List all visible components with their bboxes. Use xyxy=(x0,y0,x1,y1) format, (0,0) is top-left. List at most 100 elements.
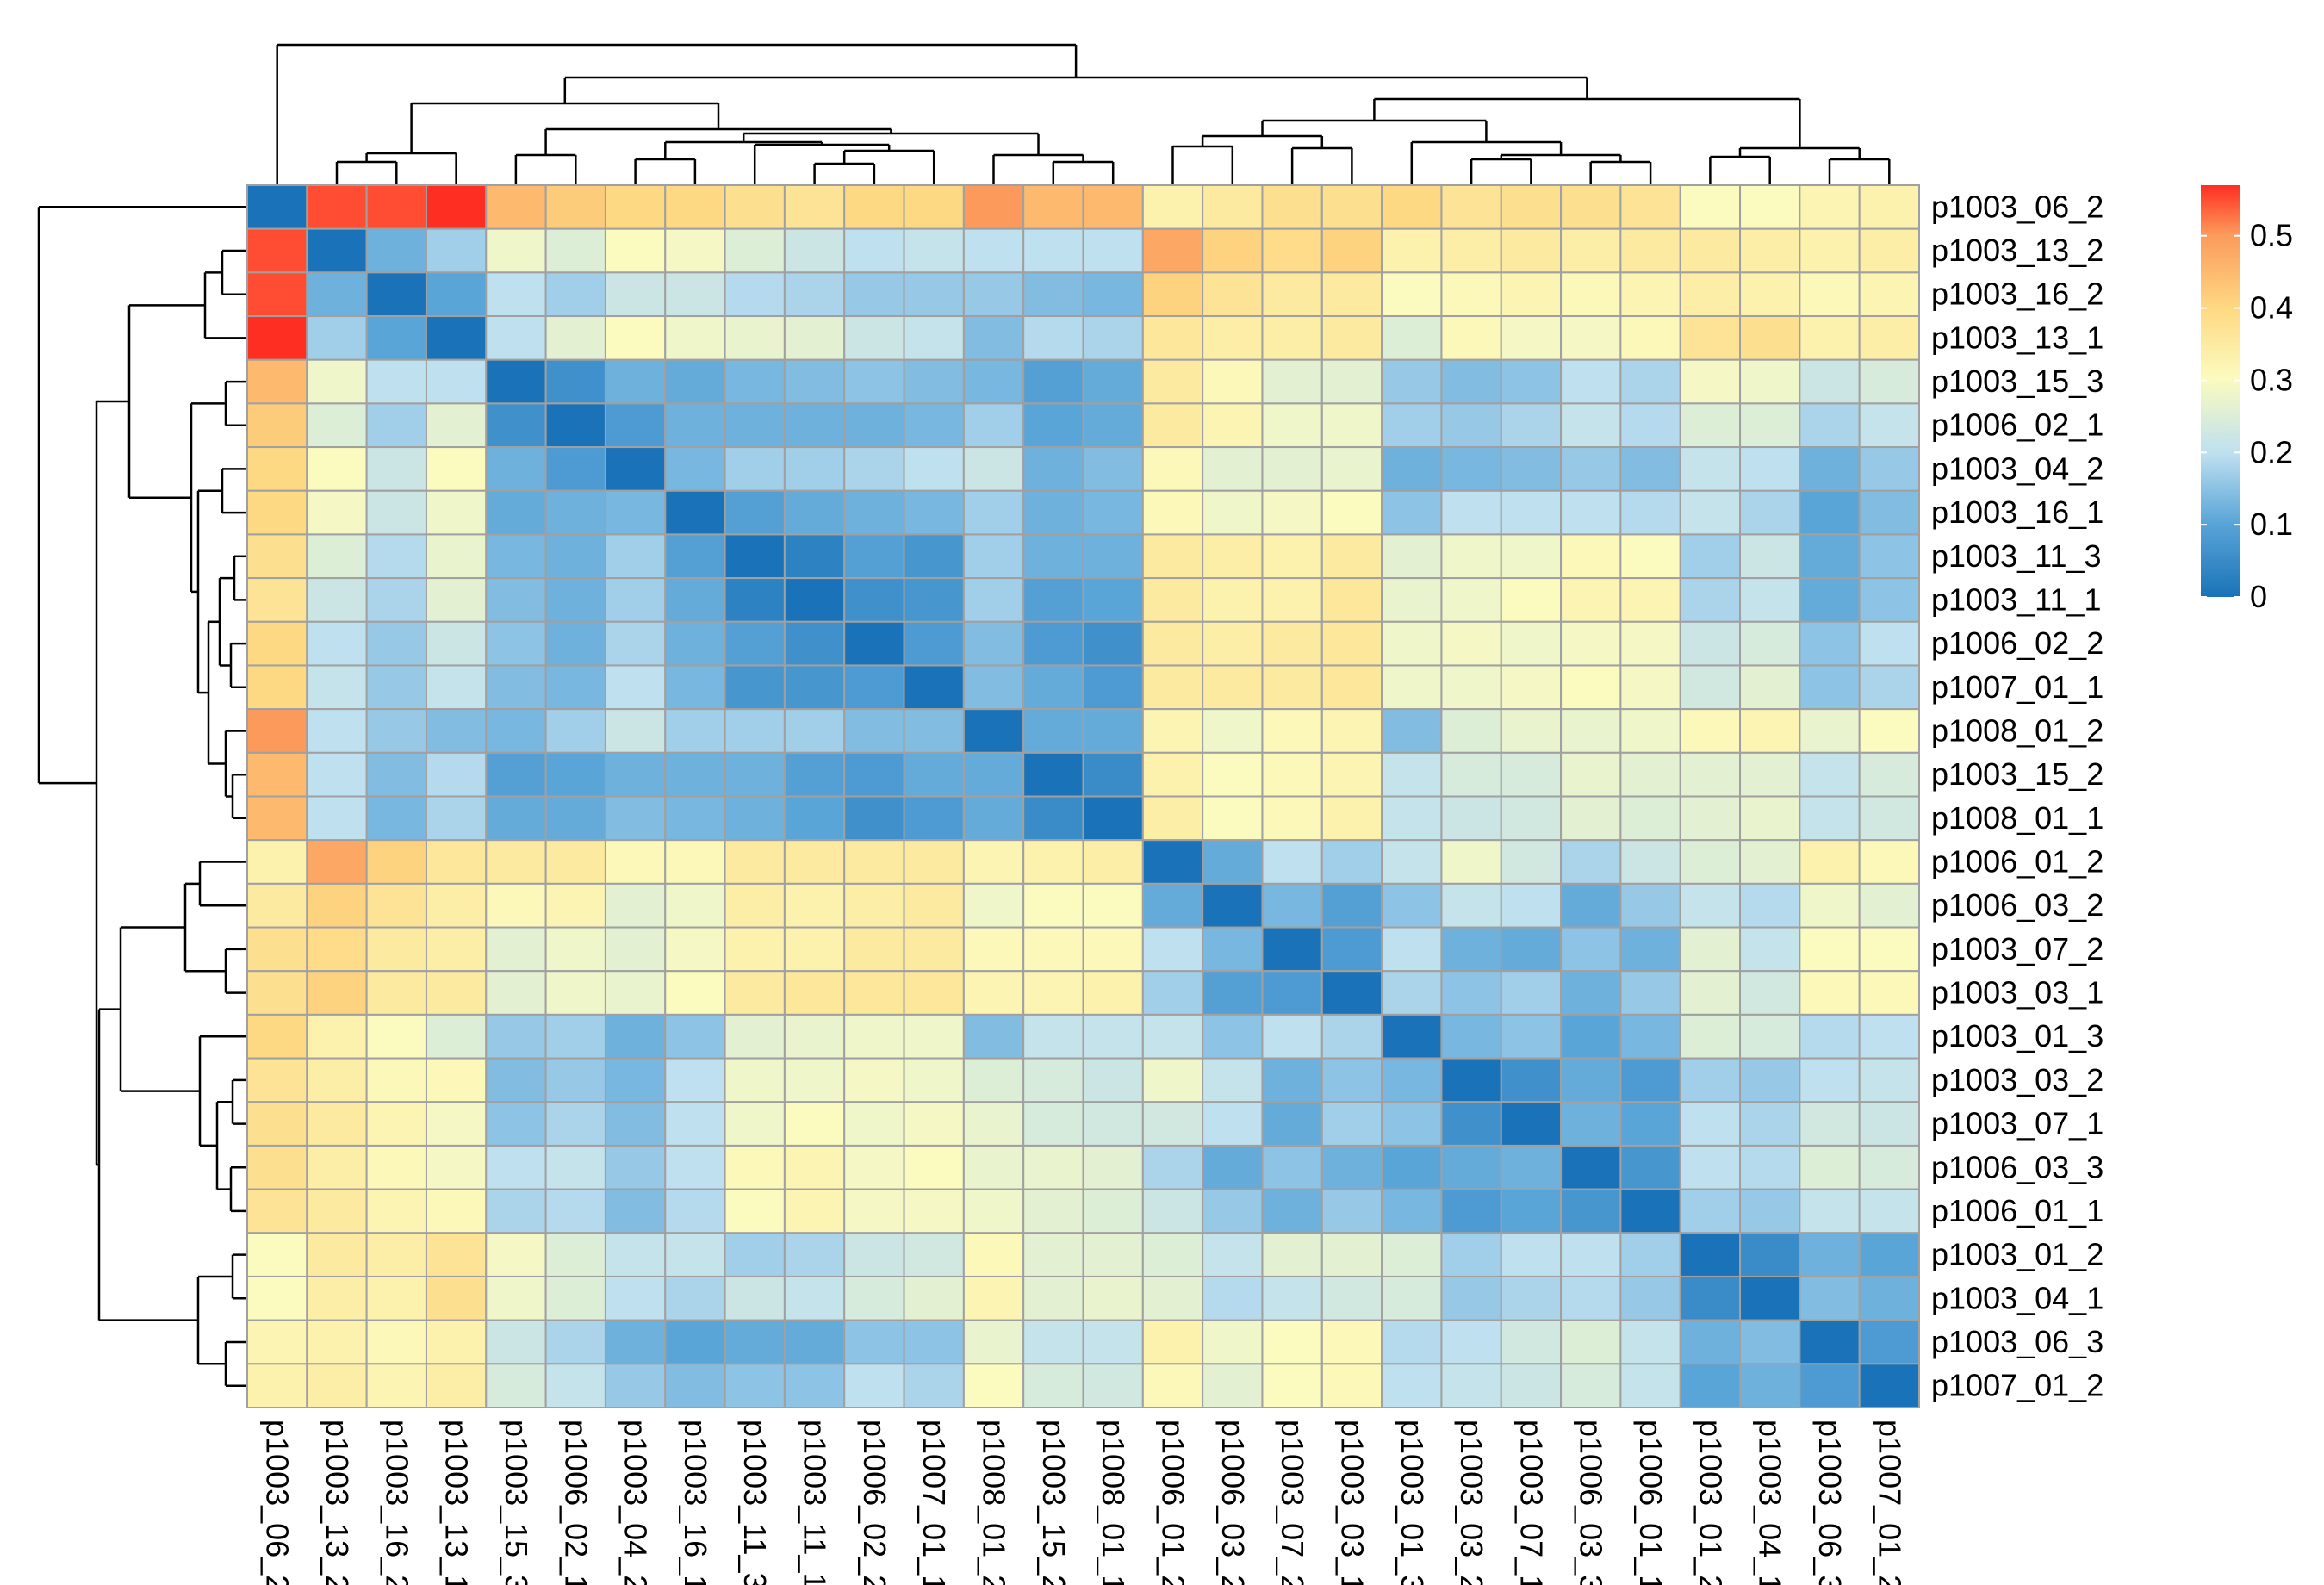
heatmap-cell xyxy=(1500,1363,1563,1408)
heatmap-cell xyxy=(425,839,488,885)
row-dendrogram xyxy=(37,206,247,1387)
heatmap-cell xyxy=(1679,1057,1742,1103)
heatmap-cell xyxy=(246,795,308,842)
heatmap-cell xyxy=(1679,227,1742,274)
heatmap-cell xyxy=(1440,970,1502,1016)
heatmap-cell xyxy=(664,882,726,929)
heatmap-cell xyxy=(485,1275,547,1321)
heatmap-cell xyxy=(306,315,368,361)
heatmap-cell xyxy=(365,402,427,449)
heatmap-cell xyxy=(1202,795,1264,842)
heatmap-cell xyxy=(1858,839,1920,885)
heatmap-cell xyxy=(1022,970,1084,1016)
heatmap-cell xyxy=(1619,315,1681,361)
heatmap-cell xyxy=(1141,882,1204,929)
heatmap-cell xyxy=(903,1232,965,1277)
heatmap-cell xyxy=(1082,271,1144,318)
heatmap-cell xyxy=(1858,358,1920,405)
heatmap-cell xyxy=(1381,708,1443,754)
heatmap-cell xyxy=(664,577,726,623)
column-label: p1003_04_1 xyxy=(1753,1420,1788,1585)
heatmap-cell xyxy=(843,1363,905,1408)
heatmap-cell xyxy=(1261,839,1323,885)
heatmap-cell xyxy=(724,446,786,492)
heatmap-cell xyxy=(1679,358,1742,405)
legend-tick-label: 0.1 xyxy=(2250,507,2293,542)
heatmap-cell xyxy=(783,315,846,361)
heatmap-cell xyxy=(1679,1363,1742,1408)
heatmap-cell xyxy=(724,271,786,318)
column-label: p1006_02_1 xyxy=(558,1420,593,1585)
column-label: p1003_04_2 xyxy=(618,1420,654,1585)
heatmap-cell xyxy=(1679,926,1742,973)
heatmap-cell xyxy=(1799,708,1861,754)
heatmap-cell xyxy=(1500,926,1563,973)
heatmap-cell xyxy=(664,227,726,274)
heatmap-cell xyxy=(246,926,308,973)
heatmap-cell xyxy=(246,577,308,623)
heatmap-cell xyxy=(843,795,905,842)
heatmap-cell xyxy=(604,184,667,230)
heatmap-cell xyxy=(1202,1275,1264,1321)
heatmap-cell xyxy=(485,839,547,885)
heatmap-cell xyxy=(1141,1232,1204,1277)
heatmap-cell xyxy=(1560,184,1622,230)
heatmap-cell xyxy=(246,271,308,318)
heatmap-cell xyxy=(544,664,606,711)
heatmap-cell xyxy=(485,1057,547,1103)
heatmap-cell xyxy=(962,1275,1025,1321)
heatmap-cell xyxy=(365,227,427,274)
column-label: p1003_06_3 xyxy=(1812,1420,1848,1585)
heatmap-cell xyxy=(1619,1319,1681,1365)
heatmap-cell xyxy=(903,1013,965,1060)
heatmap-cell xyxy=(1500,1319,1563,1365)
heatmap-cell xyxy=(1739,402,1801,449)
row-label: p1003_15_3 xyxy=(1931,364,2103,399)
heatmap-cell xyxy=(544,315,606,361)
heatmap-cell xyxy=(1261,708,1323,754)
heatmap-cell xyxy=(724,1319,786,1365)
heatmap-cell xyxy=(1141,184,1204,230)
heatmap-cell xyxy=(246,1144,308,1190)
heatmap-cell xyxy=(1440,795,1502,842)
heatmap-cell xyxy=(1619,1275,1681,1321)
heatmap-cell xyxy=(1440,926,1502,973)
column-dendrogram xyxy=(276,43,1891,185)
heatmap-cell xyxy=(604,664,667,711)
heatmap-cell xyxy=(664,533,726,580)
heatmap-cell xyxy=(1261,1101,1323,1147)
heatmap-cell xyxy=(1082,970,1144,1016)
row-label: p1003_13_2 xyxy=(1931,233,2103,268)
row-label: p1003_11_1 xyxy=(1931,581,2102,617)
heatmap-cell xyxy=(1799,1319,1861,1365)
heatmap-cell xyxy=(1082,620,1144,667)
heatmap-cell xyxy=(1141,402,1204,449)
row-label: p1003_01_3 xyxy=(1931,1018,2103,1054)
heatmap-cell xyxy=(1440,489,1502,536)
heatmap-cell xyxy=(425,882,488,929)
heatmap-cell xyxy=(1858,184,1920,230)
heatmap-cell xyxy=(1022,708,1084,754)
heatmap-cell xyxy=(1261,1232,1323,1277)
heatmap-cell xyxy=(664,1275,726,1321)
heatmap-cell xyxy=(1141,795,1204,842)
row-label: p1003_16_1 xyxy=(1931,494,2103,530)
heatmap-cell xyxy=(1261,882,1323,929)
heatmap-cell xyxy=(724,1188,786,1234)
heatmap-cell xyxy=(1022,402,1084,449)
heatmap-cell xyxy=(1619,577,1681,623)
heatmap-cell xyxy=(544,358,606,405)
heatmap-cell xyxy=(1739,446,1801,492)
heatmap-cell xyxy=(962,271,1025,318)
heatmap-cell xyxy=(1858,795,1920,842)
heatmap-cell xyxy=(783,489,846,536)
heatmap-cell xyxy=(1560,970,1622,1016)
heatmap-cell xyxy=(1560,227,1622,274)
heatmap-cell xyxy=(485,708,547,754)
column-label: p1008_01_1 xyxy=(1096,1420,1131,1585)
heatmap-cell xyxy=(1799,227,1861,274)
heatmap-cell xyxy=(1141,926,1204,973)
heatmap-cell xyxy=(1500,1232,1563,1277)
heatmap-cell xyxy=(903,1319,965,1365)
heatmap-cell xyxy=(1381,620,1443,667)
